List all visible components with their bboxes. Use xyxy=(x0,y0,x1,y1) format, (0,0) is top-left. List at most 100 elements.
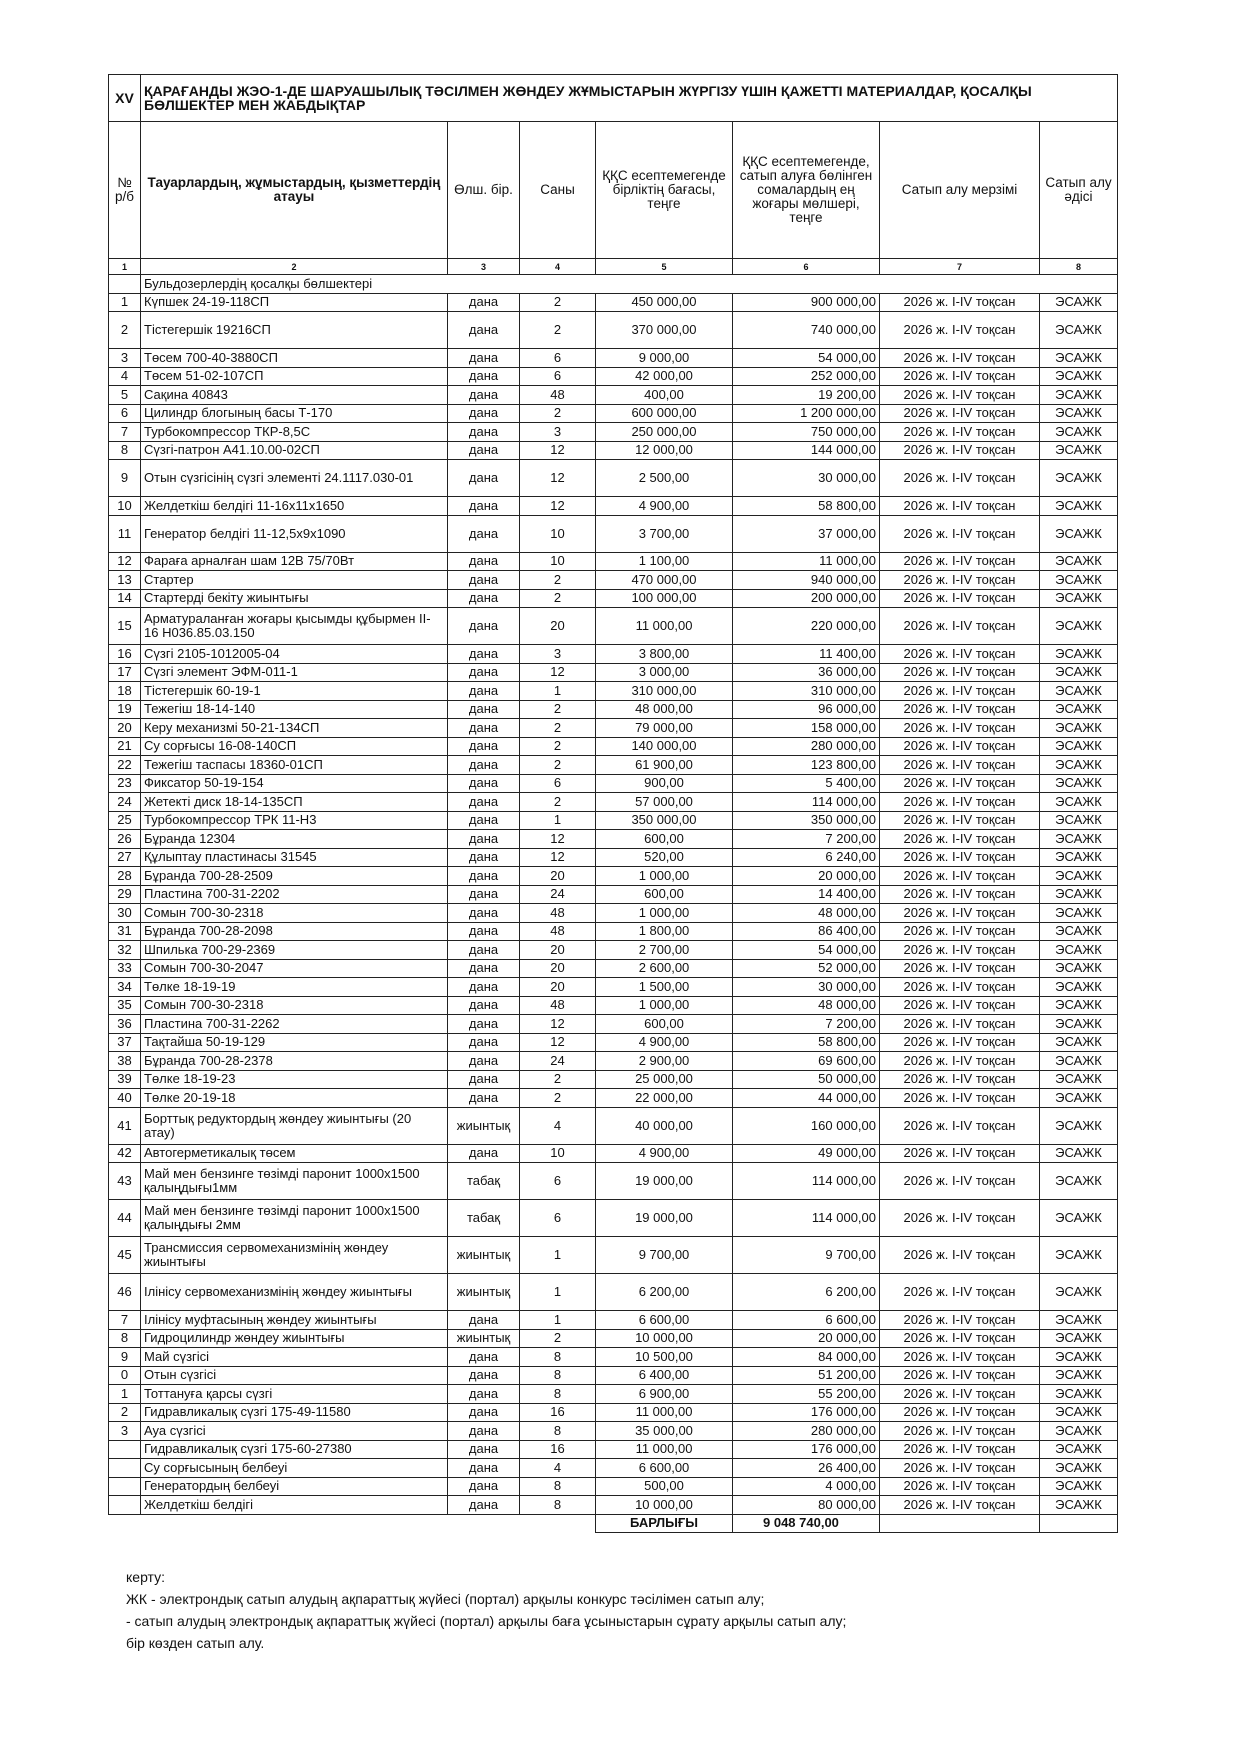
column-number: 2 xyxy=(140,258,448,275)
unit-price: 1 000,00 xyxy=(595,866,733,886)
quantity: 6 xyxy=(519,1162,596,1200)
unit: жиынтық xyxy=(447,1273,520,1311)
max-amount: 19 200,00 xyxy=(732,385,880,405)
purchase-method: ЭСАЖК xyxy=(1039,496,1118,516)
max-amount: 30 000,00 xyxy=(732,977,880,997)
section-number: XV xyxy=(108,74,141,122)
unit: дана xyxy=(447,792,520,812)
column-header: Сатып алу әдісі xyxy=(1039,121,1118,259)
unit-price: 61 900,00 xyxy=(595,755,733,775)
item-name: Желдеткіш белдігі xyxy=(140,1495,448,1515)
total-value: 9 048 740,00 xyxy=(732,1513,880,1533)
quantity: 6 xyxy=(519,1199,596,1237)
purchase-term: 2026 ж. I-IV тоқсан xyxy=(879,1402,1040,1422)
unit: дана xyxy=(447,551,520,571)
quantity: 20 xyxy=(519,607,596,645)
row-number: 34 xyxy=(108,977,141,997)
note-line: - сатып алудың электрондық ақпараттық жү… xyxy=(126,1613,847,1629)
quantity: 10 xyxy=(519,514,596,553)
max-amount: 26 400,00 xyxy=(732,1458,880,1478)
row-number: 24 xyxy=(108,792,141,812)
max-amount: 14 400,00 xyxy=(732,884,880,904)
unit: дана xyxy=(447,662,520,682)
quantity: 2 xyxy=(519,570,596,590)
quantity: 2 xyxy=(519,588,596,608)
unit-price: 10 000,00 xyxy=(595,1328,733,1348)
unit-price: 6 600,00 xyxy=(595,1458,733,1478)
item-name: Пластина 700-31-2202 xyxy=(140,884,448,904)
row-number: 2 xyxy=(108,1402,141,1422)
item-row: 9 Отын сүзгісінің сүзгі элементі 24.1117.… xyxy=(108,459,1118,497)
item-row: 43 Май мен бензинге төзімді паронит 1000х… xyxy=(108,1162,1118,1200)
column-header: № р/б xyxy=(108,121,141,259)
unit: дана xyxy=(447,736,520,756)
item-row: 23 Фиксатор 50-19-154 дана 6 900,00 5 400,00 2… xyxy=(108,773,1118,793)
unit-price: 2 700,00 xyxy=(595,940,733,960)
max-amount: 36 000,00 xyxy=(732,662,880,682)
max-amount: 750 000,00 xyxy=(732,422,880,442)
purchase-term: 2026 ж. I-IV тоқсан xyxy=(879,903,1040,923)
cell xyxy=(109,1514,141,1533)
max-amount: 44 000,00 xyxy=(732,1088,880,1108)
item-name: Тістегершік 19216СП xyxy=(140,311,448,349)
item-row: 2 Гидравликалық сүзгі 175-49-11580 дана 16 1… xyxy=(108,1402,1118,1422)
purchase-method: ЭСАЖК xyxy=(1039,403,1118,423)
item-row: 20 Керу механизмі 50-21-134СП дана 2 79 000,… xyxy=(108,718,1118,738)
purchase-method: ЭСАЖК xyxy=(1039,958,1118,978)
unit-price: 250 000,00 xyxy=(595,422,733,442)
item-name: Тежегіш таспасы 18360-01СП xyxy=(140,755,448,775)
unit: дана xyxy=(447,1347,520,1367)
unit-price: 370 000,00 xyxy=(595,311,733,349)
item-name: Май мен бензинге төзімді паронит 1000х15… xyxy=(140,1199,448,1237)
row-number: 29 xyxy=(108,884,141,904)
unit: дана xyxy=(447,1088,520,1108)
notes-heading: керту: xyxy=(126,1569,166,1585)
item-name: Трансмиссия сервомеханизмінің жөндеу жиы… xyxy=(140,1236,448,1274)
row-number: 39 xyxy=(108,1069,141,1089)
purchase-term: 2026 ж. I-IV тоқсан xyxy=(879,1106,1040,1145)
purchase-term: 2026 ж. I-IV тоқсан xyxy=(879,292,1040,312)
unit-price: 48 000,00 xyxy=(595,699,733,719)
unit-price: 1 800,00 xyxy=(595,921,733,941)
item-name: Отын сүзгісінің сүзгі элементі 24.1117.0… xyxy=(140,459,448,497)
purchase-term: 2026 ж. I-IV тоқсан xyxy=(879,829,1040,849)
quantity: 10 xyxy=(519,551,596,571)
max-amount: 900 000,00 xyxy=(732,292,880,312)
unit-price: 2 500,00 xyxy=(595,459,733,497)
item-name: Төлке 18-19-23 xyxy=(140,1069,448,1089)
purchase-method: ЭСАЖК xyxy=(1039,810,1118,830)
unit: дана xyxy=(447,1384,520,1404)
item-name: Фараға арналған шам 12В 75/70Вт xyxy=(140,551,448,571)
row-number: 31 xyxy=(108,921,141,941)
row-number: 28 xyxy=(108,866,141,886)
unit-price: 11 000,00 xyxy=(595,1402,733,1422)
unit-price: 6 400,00 xyxy=(595,1365,733,1385)
item-row: 3 Ауа сүзгісі дана 8 35 000,00 280 000,00 2026… xyxy=(108,1421,1118,1441)
max-amount: 58 800,00 xyxy=(732,496,880,516)
quantity: 12 xyxy=(519,1014,596,1034)
row-number: 26 xyxy=(108,829,141,849)
purchase-method: ЭСАЖК xyxy=(1039,422,1118,442)
item-name: Төсем 700-40-3880СП xyxy=(140,348,448,368)
row-number: 1 xyxy=(108,1384,141,1404)
max-amount: 176 000,00 xyxy=(732,1439,880,1459)
item-row: 30 Сомын 700-30-2318 дана 48 1 000,00 48 000,… xyxy=(108,903,1118,923)
quantity: 8 xyxy=(519,1384,596,1404)
unit: дана xyxy=(447,607,520,645)
quantity: 12 xyxy=(519,440,596,460)
row-number: 1 xyxy=(108,292,141,312)
purchase-method: ЭСАЖК xyxy=(1039,755,1118,775)
unit-price: 4 900,00 xyxy=(595,1032,733,1052)
note-line: бір көзден сатып алу. xyxy=(126,1635,265,1651)
item-name: Сақина 40843 xyxy=(140,385,448,405)
quantity: 4 xyxy=(519,1458,596,1478)
unit: дана xyxy=(447,699,520,719)
max-amount: 280 000,00 xyxy=(732,736,880,756)
max-amount: 54 000,00 xyxy=(732,348,880,368)
item-name: Турбокомпрессор ТРК 11-Н3 xyxy=(140,810,448,830)
max-amount: 123 800,00 xyxy=(732,755,880,775)
item-name: Цилиндр блогының басы Т-170 xyxy=(140,403,448,423)
unit: дана xyxy=(447,1458,520,1478)
unit-price: 100 000,00 xyxy=(595,588,733,608)
unit: дана xyxy=(447,1032,520,1052)
